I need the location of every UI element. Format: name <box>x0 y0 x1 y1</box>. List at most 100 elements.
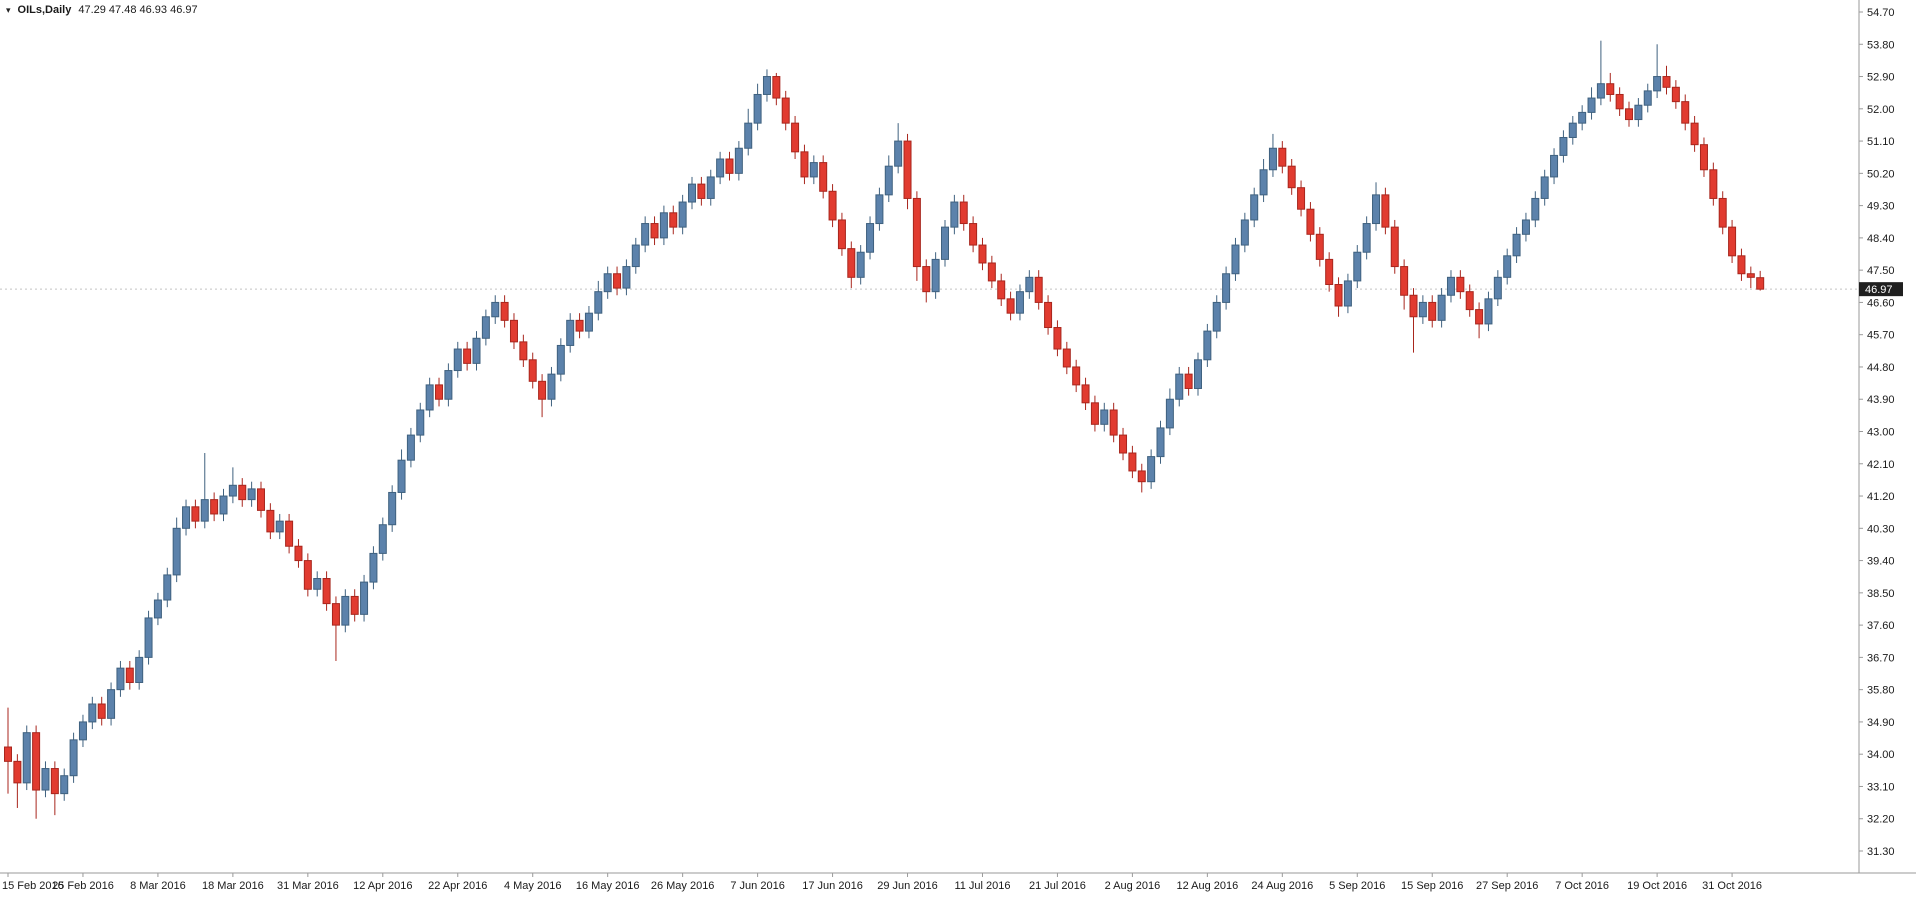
candle-body <box>716 158 725 178</box>
candle-body <box>669 212 678 228</box>
candle-body <box>360 581 369 615</box>
price-tick-label: 43.90 <box>1867 394 1895 406</box>
candle-body <box>1278 147 1287 167</box>
time-tick-label: 31 Mar 2016 <box>277 880 339 892</box>
candle-body <box>791 122 800 153</box>
price-tick-label: 42.10 <box>1867 459 1895 471</box>
candle-body <box>1006 298 1015 314</box>
candle-body <box>1409 294 1418 318</box>
candle-body <box>238 484 247 501</box>
candle-body <box>1053 327 1062 350</box>
candle-body <box>275 520 284 533</box>
candle-body <box>809 162 818 178</box>
candle-body <box>1437 294 1446 321</box>
candle-body <box>556 344 565 375</box>
candle-body <box>1268 147 1277 171</box>
candle-body <box>772 76 781 99</box>
price-tick-label: 54.70 <box>1867 7 1895 19</box>
candle-body <box>1531 197 1540 221</box>
time-tick-label: 12 Apr 2016 <box>353 880 412 892</box>
time-tick-label: 15 Sep 2016 <box>1401 880 1463 892</box>
candle-body <box>472 337 481 364</box>
candle-body <box>1165 398 1174 429</box>
candle-body <box>1446 276 1455 296</box>
candle-body <box>575 319 584 332</box>
candle-body <box>481 316 490 339</box>
time-tick-label: 8 Mar 2016 <box>130 880 186 892</box>
candle-body <box>256 488 265 511</box>
candle-body <box>1456 276 1465 293</box>
chart-context-menu-icon[interactable]: ▾ <box>6 4 11 15</box>
price-tick-label: 45.70 <box>1867 330 1895 342</box>
candle-body <box>182 506 191 529</box>
candle-body <box>313 578 322 590</box>
candle-body <box>341 595 350 626</box>
time-tick-label: 31 Oct 2016 <box>1702 880 1762 892</box>
time-tick-label: 19 Oct 2016 <box>1627 880 1687 892</box>
candle-body <box>172 527 181 576</box>
candle-body <box>688 183 697 203</box>
candle-body <box>125 667 134 683</box>
candle-body <box>1297 187 1306 210</box>
candle-body <box>987 262 996 282</box>
candle-body <box>828 190 837 221</box>
candle-body <box>800 151 809 178</box>
candle-body <box>4 746 12 762</box>
candle-body <box>1643 90 1652 106</box>
time-tick-label: 26 May 2016 <box>651 880 715 892</box>
candle-body <box>1428 301 1437 321</box>
candle-body <box>744 122 753 149</box>
candle-body <box>1231 244 1240 275</box>
candle-body <box>847 248 856 278</box>
price-tick-label: 37.60 <box>1867 620 1895 632</box>
candle-body <box>322 578 331 605</box>
candle-body <box>1372 194 1381 225</box>
candle-body <box>88 703 97 723</box>
candle-body <box>97 703 106 719</box>
candle-body <box>1343 280 1352 307</box>
time-tick-label: 16 May 2016 <box>576 880 640 892</box>
candle-body <box>584 312 593 332</box>
candle-body <box>1212 301 1221 332</box>
candle-body <box>941 226 949 260</box>
candle-body <box>1606 83 1615 95</box>
candle-body <box>1596 83 1605 99</box>
candle-body <box>294 545 303 562</box>
candle-body <box>135 656 144 683</box>
candle-body <box>856 251 865 278</box>
candle-body <box>1353 251 1362 282</box>
candle-body <box>32 732 41 791</box>
price-tick-label: 53.80 <box>1867 39 1895 51</box>
candle-body <box>107 689 116 719</box>
candle-body <box>641 223 650 246</box>
candle-body <box>369 552 378 583</box>
candle-body <box>969 223 978 246</box>
candle-body <box>163 574 172 601</box>
candle-body <box>435 384 444 400</box>
candle-body <box>903 140 912 199</box>
candle-body <box>60 775 69 795</box>
candle-body <box>331 603 340 626</box>
candle-body <box>1709 169 1718 199</box>
candle-body <box>922 266 931 293</box>
candle-body <box>1381 194 1390 228</box>
time-tick-label: 21 Jul 2016 <box>1029 880 1086 892</box>
candle-body <box>1203 330 1212 361</box>
price-tick-label: 32.20 <box>1867 814 1895 826</box>
candle-body <box>1737 255 1746 275</box>
candle-body <box>500 301 509 321</box>
candle-body <box>388 491 397 526</box>
candle-body <box>912 197 921 268</box>
price-tick-label: 52.00 <box>1867 104 1895 116</box>
candle-body <box>191 506 200 522</box>
candle-body <box>444 370 453 400</box>
candle-body <box>622 266 631 289</box>
candle-body <box>247 488 256 501</box>
candle-body <box>753 93 762 124</box>
candle-body <box>762 76 771 95</box>
candle-body <box>875 194 884 225</box>
time-tick-label: 17 Jun 2016 <box>802 880 863 892</box>
candle-body <box>997 280 1006 300</box>
candle-body <box>1418 301 1427 318</box>
